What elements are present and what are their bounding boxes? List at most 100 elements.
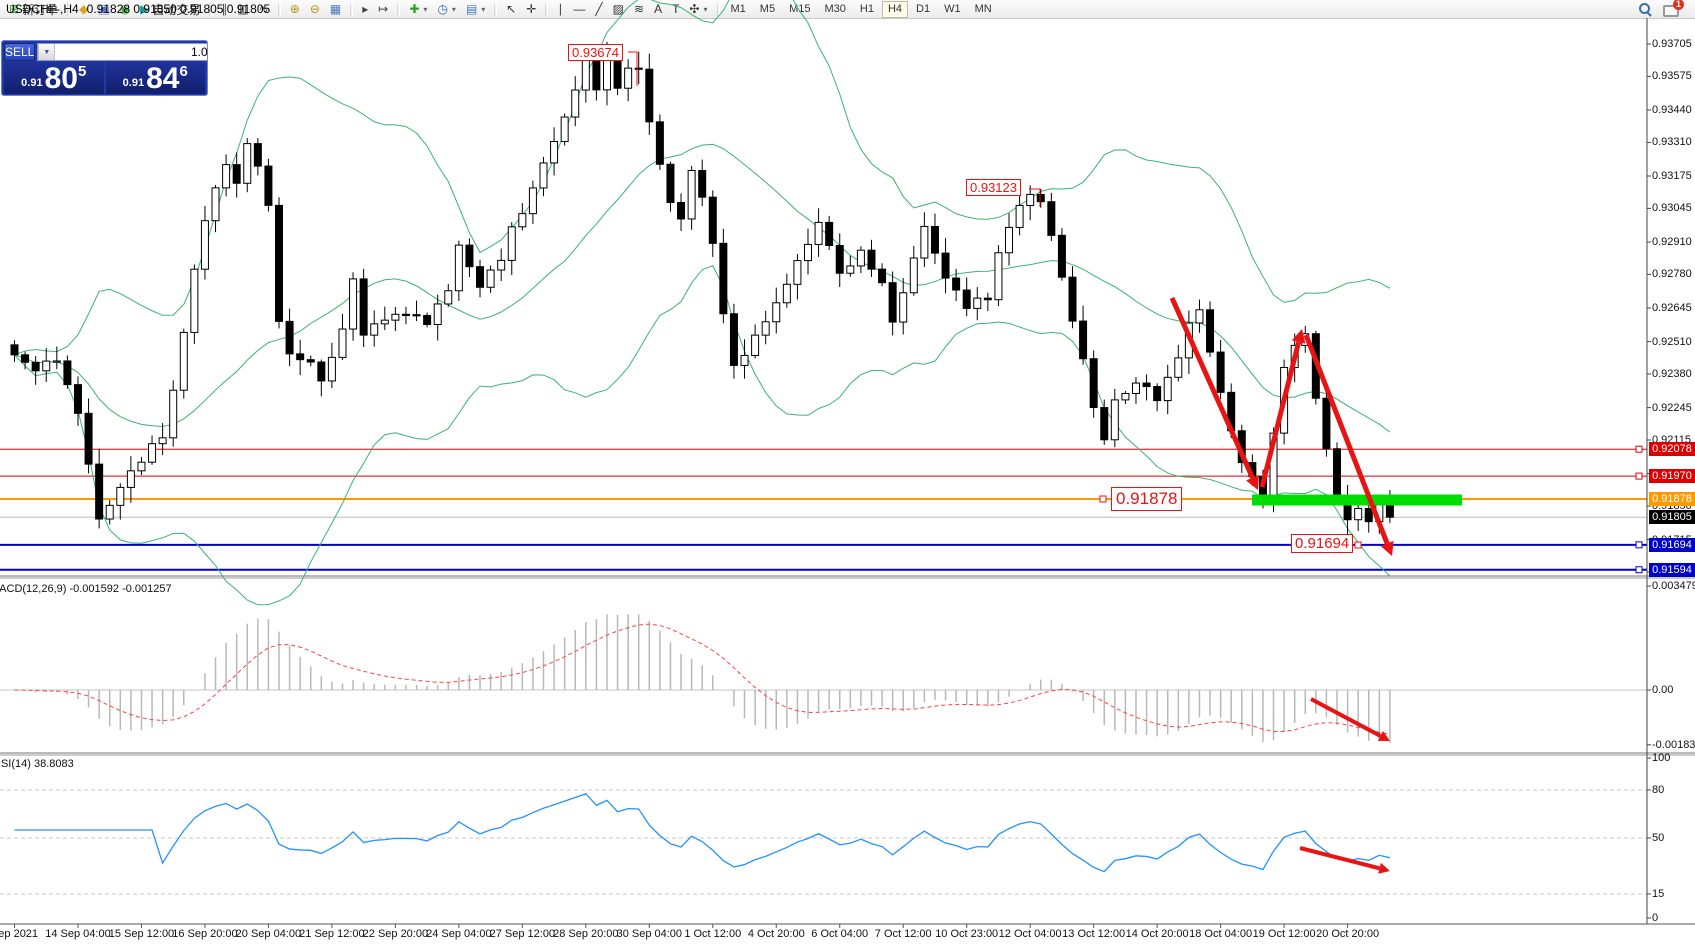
support-zone-highlight	[1252, 494, 1462, 506]
zoom-in-icon[interactable]: ⊕	[285, 0, 305, 19]
buy-price-big: 84	[146, 62, 180, 95]
new-order-icon[interactable]: ⊞ 新订单	[4, 0, 63, 19]
crosshair-icon[interactable]: ✛	[521, 0, 541, 19]
signals-icon[interactable]: ◉	[115, 0, 135, 19]
buy-price-prefix: 0.91	[122, 77, 145, 89]
timeframe-w1-button[interactable]: W1	[944, 2, 961, 15]
toolbar-separator	[545, 2, 549, 16]
periods-icon: ◷	[437, 2, 448, 16]
periods-icon[interactable]: ◷ ▾	[432, 0, 461, 19]
indicators-icon[interactable]: ✚ ▾	[404, 0, 432, 19]
search-icon[interactable]	[1638, 2, 1653, 17]
arrows-icon: ✣	[689, 2, 700, 16]
sell-price-big: 80	[44, 62, 78, 95]
timeframe-mn-button[interactable]: MN	[974, 2, 992, 15]
support-label-0.91878[interactable]: 0.91878	[1111, 487, 1183, 511]
vertical-line-icon: ∣	[557, 2, 564, 16]
eraser-icon[interactable]: ◆	[74, 0, 93, 19]
chart-shift-icon[interactable]: ↦	[373, 0, 393, 19]
cursor-icon: ↖	[506, 2, 517, 16]
line-chart-icon: ∿	[258, 2, 269, 16]
auto-scroll-icon[interactable]: ▸	[357, 0, 373, 19]
chart-shift-icon: ↦	[378, 2, 389, 16]
toolbar-separator	[350, 2, 354, 16]
volume-spinner: ▼ ▲	[37, 43, 207, 61]
auto-trading-icon: ▶	[140, 2, 150, 16]
chevron-down-icon: ▾	[423, 4, 428, 14]
auto-trading-icon-label: 自动交易	[152, 2, 201, 17]
crosshair-icon: ✛	[526, 2, 537, 16]
tile-windows-icon: ▦	[329, 2, 342, 16]
timeframe-m30-button[interactable]: M30	[824, 2, 846, 15]
expert-advisors-icon: ▣	[98, 2, 110, 16]
bar-chart-icon[interactable]: ∥	[216, 0, 232, 19]
vertical-line-icon[interactable]: ∣	[552, 0, 568, 19]
timeframe-m5-button[interactable]: M5	[759, 2, 776, 15]
templates-icon[interactable]: ▤ ▾	[461, 0, 490, 19]
line-chart-icon[interactable]: ∿	[254, 0, 274, 19]
trendline-icon: ╱	[595, 2, 603, 16]
channel-icon: ▨	[612, 2, 624, 16]
toolbar-separator	[397, 2, 401, 16]
candlestick-chart-icon[interactable]: ▥	[232, 0, 253, 19]
zoom-out-icon[interactable]: ⊖	[305, 0, 325, 19]
timeframe-m1-button[interactable]: M1	[730, 2, 746, 15]
auto-scroll-icon: ▸	[362, 2, 369, 16]
toolbar-separator	[209, 2, 213, 16]
label-icon[interactable]: T	[667, 0, 684, 19]
support-label-0.91694[interactable]: 0.91694	[1291, 534, 1354, 553]
sell-button[interactable]: SELL	[4, 43, 36, 61]
timeframe-d1-button[interactable]: D1	[916, 2, 931, 15]
high-label-0.93674[interactable]: 0.93674	[568, 44, 623, 61]
high-label-0.93123[interactable]: 0.93123	[966, 179, 1021, 196]
horizontal-line-icon: ―	[573, 2, 586, 16]
channel-icon[interactable]: ▨	[608, 0, 629, 19]
chevron-down-icon: ▾	[703, 4, 708, 14]
arrows-icon[interactable]: ✣ ▾	[684, 0, 712, 19]
notification-badge: 1	[1673, 0, 1684, 10]
trendline-icon[interactable]: ╱	[590, 0, 607, 19]
toolbar-separator	[494, 2, 498, 16]
toolbar-separator	[716, 2, 720, 16]
toolbar-separator	[277, 2, 281, 16]
indicators-icon: ✚	[409, 2, 420, 16]
horizontal-line-icon[interactable]: ―	[568, 0, 590, 19]
chevron-down-icon: ▾	[481, 4, 486, 14]
sell-price-sup: 5	[77, 63, 87, 80]
text-icon[interactable]: A	[649, 0, 667, 19]
timeframe-h4-button[interactable]: H4	[881, 0, 908, 18]
expert-advisors-icon[interactable]: ▣	[93, 0, 114, 19]
toolbar-separator	[67, 2, 71, 16]
cursor-icon[interactable]: ↖	[501, 0, 521, 19]
tile-windows-icon[interactable]: ▦	[325, 0, 346, 19]
timeframe-m15-button[interactable]: M15	[789, 2, 811, 15]
candlestick-chart-icon: ▥	[237, 2, 249, 16]
eraser-icon: ◆	[79, 2, 89, 16]
buy-price-display[interactable]: 0.91 84 6	[105, 62, 205, 95]
chevron-down-icon: ▾	[451, 4, 456, 14]
toolbar: ⊞ 新订单 ◆ ▣ ◉ ▶ 自动交易 ∥ ▥ ∿ ⊕ ⊖ ▦ ▸ ↦ ✚ ▾ ◷ ▾ ▤ ▾ ↖ ✛ ∣ ― ╱ ▨ ≋ A T ✣ ▾ M1 M…	[0, 0, 1695, 19]
new-order-icon-label: 新订单	[22, 2, 59, 17]
new-order-icon: ⊞	[9, 2, 20, 16]
text-icon: A	[654, 2, 663, 16]
auto-trading-icon[interactable]: ▶ 自动交易	[135, 0, 205, 19]
volume-input[interactable]	[55, 44, 207, 60]
bar-chart-icon: ∥	[221, 2, 228, 16]
zoom-out-icon: ⊖	[309, 2, 320, 16]
sell-price-prefix: 0.91	[21, 77, 43, 89]
notifications-icon[interactable]: 1	[1663, 0, 1684, 17]
timeframe-h1-button[interactable]: H1	[859, 2, 874, 15]
signals-icon: ◉	[119, 2, 131, 16]
templates-icon: ▤	[465, 2, 478, 16]
zoom-in-icon: ⊕	[289, 2, 300, 16]
volume-decrease-button[interactable]: ▼	[38, 44, 56, 60]
fibonacci-icon: ≋	[634, 2, 645, 16]
sell-price-display[interactable]: 0.91 80 5	[4, 62, 104, 94]
fibonacci-icon[interactable]: ≋	[629, 0, 649, 19]
buy-price-sup: 6	[179, 63, 188, 80]
label-icon: T	[672, 2, 680, 16]
